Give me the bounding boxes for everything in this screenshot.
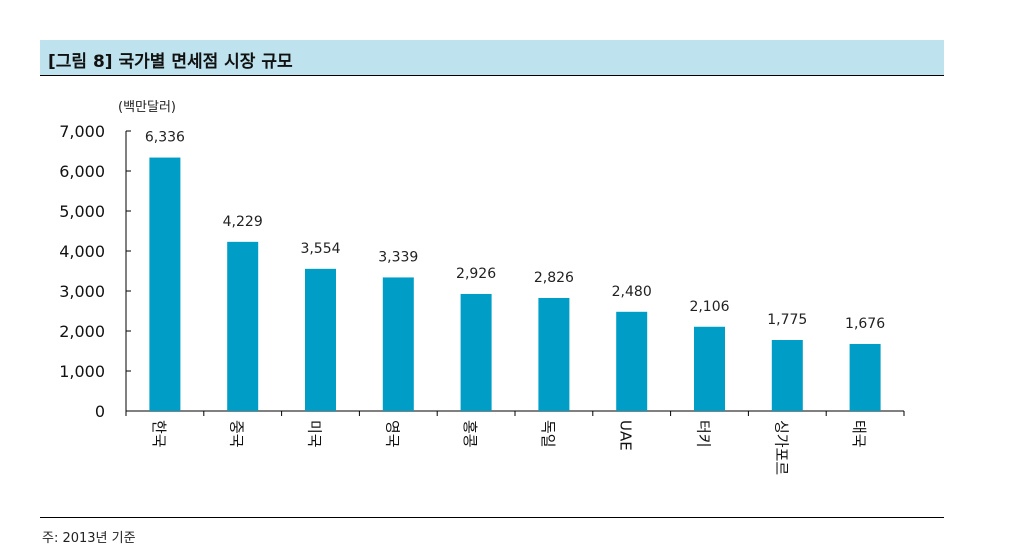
category-label: 영국: [383, 420, 401, 448]
value-label: 2,926: [456, 266, 496, 282]
figure-title-bar: [그림 8] 국가별 면세점 시장 규모: [40, 40, 944, 76]
y-tick-label: 3,000: [59, 282, 105, 301]
bar: [460, 293, 492, 411]
bar: [694, 326, 725, 411]
y-tick-label: 7,000: [59, 122, 105, 141]
footnote: 주: 2013년 기준: [42, 531, 136, 546]
unit-label: (백만달러): [118, 100, 176, 115]
y-tick-label: 5,000: [59, 202, 105, 221]
value-label: 2,106: [689, 299, 729, 315]
category-label: 터키: [695, 420, 713, 448]
category-label: 한국: [150, 420, 168, 448]
category-label: 중국: [228, 420, 246, 448]
value-label: 6,336: [145, 130, 185, 146]
y-tick-label: 6,000: [59, 162, 105, 181]
footer-divider: [40, 517, 944, 518]
bar: [149, 157, 181, 411]
bar: [771, 340, 803, 411]
bar: [538, 297, 570, 411]
bar: [849, 343, 881, 411]
y-tick-label: 1,000: [59, 362, 105, 381]
figure-title: [그림 8] 국가별 면세점 시장 규모: [48, 52, 293, 72]
bar: [227, 241, 259, 411]
value-label: 2,826: [534, 270, 574, 286]
value-label: 2,480: [612, 284, 652, 300]
y-tick-label: 4,000: [59, 242, 105, 261]
y-tick-label: 0: [95, 402, 105, 421]
category-label: 미국: [306, 420, 324, 448]
category-label: 태국: [850, 420, 868, 448]
bar: [382, 277, 414, 411]
value-label: 4,229: [223, 214, 263, 230]
bar: [305, 268, 336, 411]
value-label: 1,676: [845, 316, 885, 332]
category-label: 홍콩: [461, 420, 479, 448]
value-label: 3,339: [378, 249, 418, 265]
value-label: 3,554: [300, 241, 340, 257]
category-label: 독일: [539, 420, 557, 448]
category-label: 싱가포르: [772, 420, 790, 475]
value-label: 1,775: [767, 312, 807, 328]
y-tick-label: 2,000: [59, 322, 105, 341]
category-label: UAE: [617, 420, 635, 451]
bar: [616, 311, 648, 411]
